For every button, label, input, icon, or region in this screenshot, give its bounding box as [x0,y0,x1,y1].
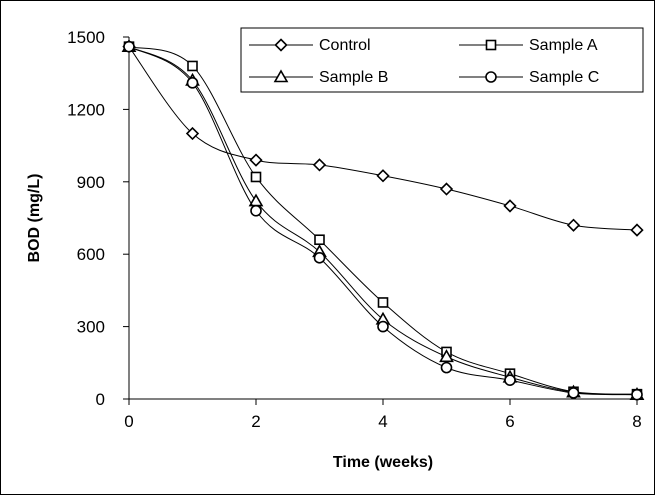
legend-item-sample-a: Sample A [459,37,598,54]
data-point-control [630,223,644,237]
data-point-control [312,158,327,172]
data-point-sample-a [314,234,325,246]
data-point-sample-c [123,40,135,53]
legend-marker-control [274,38,288,52]
legend-label: Sample A [529,37,598,54]
data-point-sample-c [250,204,262,217]
legend-label: Control [319,37,371,54]
y-tick-label: 300 [77,318,105,337]
legend: Control Sample A Sample B Sample C [240,27,644,93]
data-point-control [503,199,517,213]
x-tick-label: 0 [124,412,133,431]
data-point-sample-c [377,320,389,333]
data-point-sample-c [440,361,453,374]
data-point-control [376,169,390,183]
y-axis-title: BOD (mg/L) [26,174,43,263]
legend-label: Sample B [319,69,388,86]
data-point-sample-c [504,374,516,386]
series-line-sample-b [128,46,638,396]
legend-box [240,27,644,93]
data-point-sample-a [377,297,389,308]
data-point-control [566,218,581,232]
legend-marker-sample-b [273,69,289,83]
y-tick-label: 1200 [67,100,105,119]
x-tick-label: 4 [378,412,387,431]
data-point-sample-c [313,252,326,264]
y-tick-label: 1500 [67,28,105,47]
legend-item-sample-c: Sample C [459,69,599,86]
legend-item-sample-b: Sample B [249,69,388,86]
legend-item-control: Control [249,37,371,54]
data-point-sample-c [186,77,199,89]
x-axis-title: Time (weeks) [333,454,433,471]
x-tick-label: 6 [505,412,514,431]
x-tick-label: 2 [251,412,260,431]
data-point-sample-c [567,387,580,399]
series-sample-b [121,39,645,400]
y-tick-label: 0 [96,390,105,409]
series-sample-c [123,40,643,401]
data-point-sample-a [187,60,198,72]
data-point-sample-b [439,349,454,363]
series-line-sample-c [128,46,638,396]
data-point-sample-a [250,171,262,183]
legend-label: Sample C [529,69,599,86]
y-tick-label: 600 [77,245,105,264]
series-control [122,40,644,237]
series-line-sample-a [128,46,638,395]
x-tick-label: 8 [632,412,641,431]
data-point-control [185,126,200,141]
y-tick-label: 900 [77,173,105,192]
data-point-sample-c [631,388,643,401]
series-sample-a [123,41,643,400]
data-point-control [249,153,263,167]
legend-marker-sample-a [485,39,497,51]
data-point-control [439,182,454,196]
legend-marker-sample-c [485,71,497,83]
